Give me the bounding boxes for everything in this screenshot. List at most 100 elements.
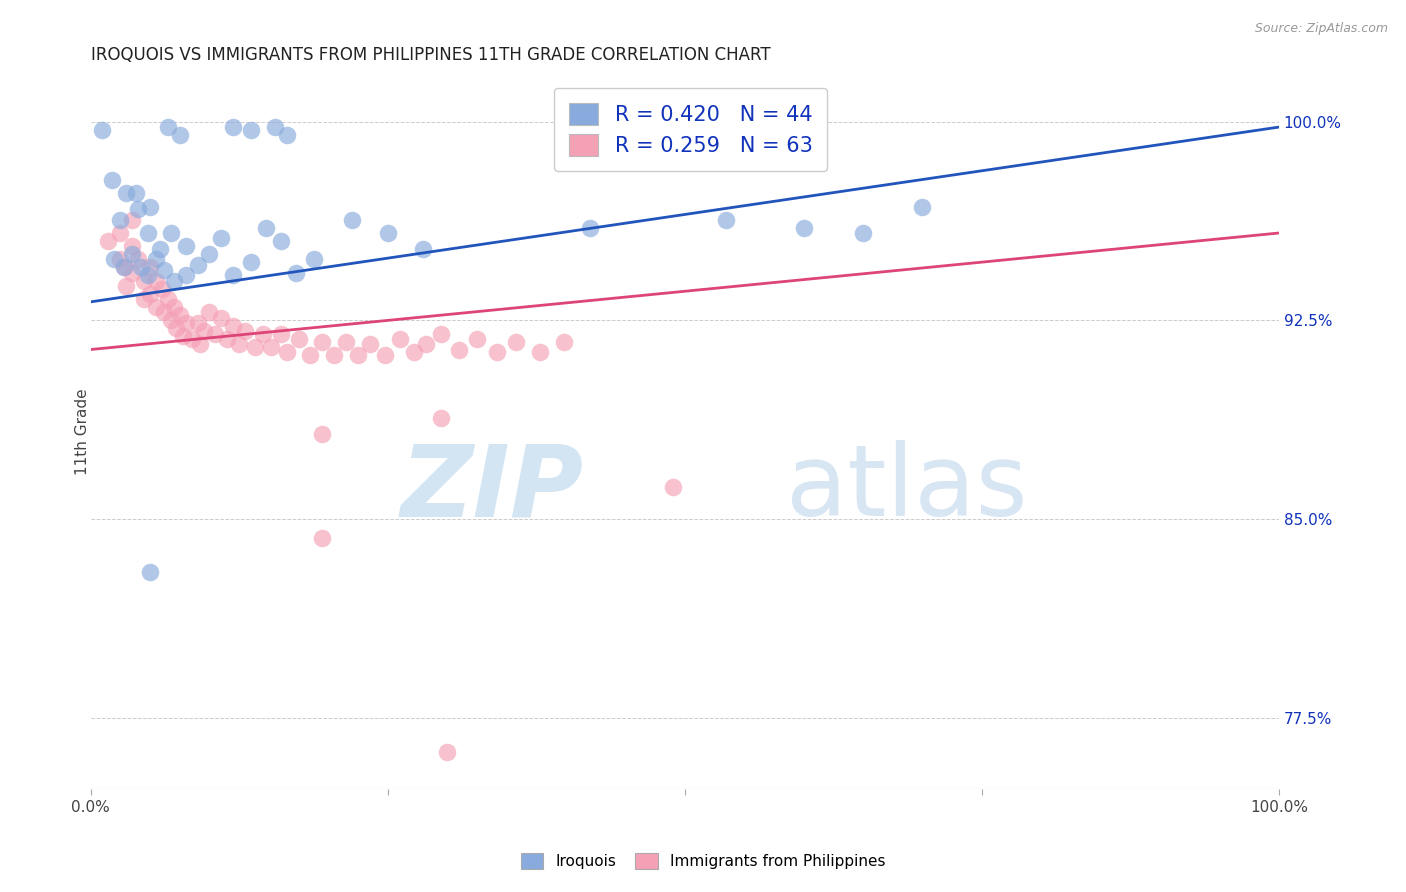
- Point: [139, 565, 162, 579]
- Point: [340, 212, 363, 227]
- Point: [172, 329, 194, 343]
- Point: [260, 340, 283, 354]
- Point: [302, 252, 325, 267]
- Point: [121, 266, 143, 280]
- Point: [145, 300, 167, 314]
- Point: [233, 324, 256, 338]
- Point: [169, 128, 191, 142]
- Point: [112, 260, 135, 275]
- Point: [160, 313, 183, 327]
- Point: [359, 337, 381, 351]
- Point: [323, 348, 346, 362]
- Point: [209, 310, 232, 325]
- Point: [121, 247, 143, 261]
- Point: [485, 345, 508, 359]
- Point: [412, 242, 434, 256]
- Point: [132, 292, 155, 306]
- Point: [270, 326, 292, 341]
- Point: [193, 324, 215, 338]
- Point: [529, 345, 551, 359]
- Point: [793, 220, 815, 235]
- Point: [110, 252, 132, 267]
- Point: [136, 268, 159, 283]
- Point: [252, 326, 274, 341]
- Point: [127, 202, 149, 216]
- Point: [553, 334, 575, 349]
- Point: [139, 287, 162, 301]
- Text: Source: ZipAtlas.com: Source: ZipAtlas.com: [1254, 22, 1388, 36]
- Point: [110, 226, 132, 240]
- Point: [163, 274, 186, 288]
- Point: [311, 334, 333, 349]
- Point: [174, 239, 197, 253]
- Point: [716, 212, 738, 227]
- Point: [174, 268, 197, 283]
- Point: [180, 332, 202, 346]
- Point: [263, 120, 285, 134]
- Point: [415, 337, 437, 351]
- Point: [911, 200, 934, 214]
- Point: [240, 122, 263, 136]
- Point: [153, 263, 176, 277]
- Point: [465, 332, 488, 346]
- Point: [198, 247, 221, 261]
- Point: [430, 326, 453, 341]
- Point: [209, 231, 232, 245]
- Point: [160, 226, 183, 240]
- Point: [662, 480, 685, 494]
- Point: [174, 316, 197, 330]
- Point: [505, 334, 527, 349]
- Point: [276, 345, 298, 359]
- Point: [187, 316, 209, 330]
- Point: [436, 745, 458, 759]
- Point: [112, 260, 135, 275]
- Legend: R = 0.420   N = 44, R = 0.259   N = 63: R = 0.420 N = 44, R = 0.259 N = 63: [554, 88, 827, 171]
- Point: [287, 332, 309, 346]
- Text: ZIP: ZIP: [401, 441, 583, 537]
- Point: [145, 274, 167, 288]
- Point: [447, 343, 470, 357]
- Point: [222, 268, 245, 283]
- Point: [198, 305, 221, 319]
- Point: [430, 411, 453, 425]
- Point: [115, 186, 138, 201]
- Point: [156, 120, 179, 134]
- Point: [139, 200, 162, 214]
- Point: [129, 260, 152, 275]
- Point: [153, 305, 176, 319]
- Point: [285, 266, 308, 280]
- Point: [187, 258, 209, 272]
- Point: [335, 334, 357, 349]
- Point: [299, 348, 322, 362]
- Point: [125, 186, 148, 201]
- Point: [115, 279, 138, 293]
- Point: [110, 212, 132, 227]
- Point: [204, 326, 226, 341]
- Point: [256, 220, 278, 235]
- Point: [165, 321, 187, 335]
- Point: [222, 120, 245, 134]
- Point: [139, 260, 162, 275]
- Point: [156, 292, 179, 306]
- Point: [163, 300, 186, 314]
- Point: [97, 234, 120, 248]
- Point: [228, 337, 250, 351]
- Point: [121, 239, 143, 253]
- Point: [101, 173, 124, 187]
- Point: [377, 226, 399, 240]
- Point: [169, 308, 191, 322]
- Y-axis label: 11th Grade: 11th Grade: [75, 388, 90, 475]
- Point: [103, 252, 125, 267]
- Point: [150, 282, 173, 296]
- Point: [311, 531, 333, 545]
- Point: [188, 337, 211, 351]
- Point: [148, 242, 170, 256]
- Point: [852, 226, 875, 240]
- Point: [91, 122, 114, 136]
- Point: [217, 332, 239, 346]
- Point: [136, 226, 159, 240]
- Point: [145, 252, 167, 267]
- Point: [121, 212, 143, 227]
- Point: [374, 348, 396, 362]
- Point: [388, 332, 411, 346]
